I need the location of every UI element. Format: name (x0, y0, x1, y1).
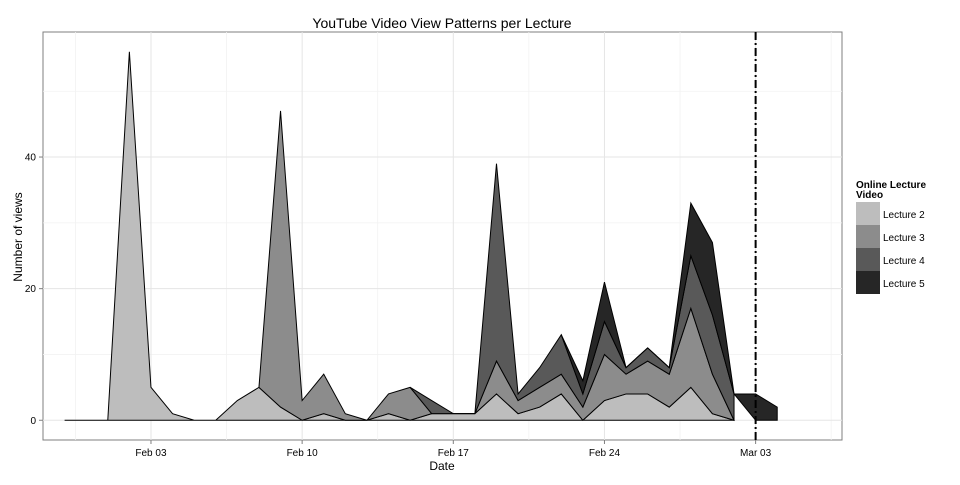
legend-label: Lecture 4 (883, 256, 925, 267)
x-tick-label: Mar 03 (740, 448, 772, 459)
area-series-lecture-5 (560, 201, 778, 421)
legend-label: Lecture 3 (883, 233, 925, 244)
area-series-lecture-4 (409, 163, 735, 421)
legend-swatch (856, 202, 880, 225)
legend-swatch (856, 248, 880, 271)
x-tick-label: Feb 17 (438, 448, 470, 459)
y-tick-label: 40 (25, 153, 37, 164)
y-tick-label: 0 (30, 416, 36, 427)
legend-label: Lecture 5 (883, 279, 925, 290)
chart-title: YouTube Video View Patterns per Lecture (312, 15, 571, 31)
legend-title: Online Lecture (856, 180, 926, 191)
legend-label: Lecture 2 (883, 210, 925, 221)
y-axis-label: Number of views (11, 192, 25, 281)
x-tick-label: Feb 10 (287, 448, 319, 459)
legend-swatch (856, 271, 880, 294)
legend-title: Video (856, 190, 883, 201)
x-axis-label: Date (429, 459, 455, 473)
legend-swatch (856, 225, 880, 248)
x-tick-label: Feb 03 (135, 448, 167, 459)
plot-area: Feb 03 Feb 10 Feb 17 Feb 24 Mar 03 0 20 40 (25, 31, 843, 459)
y-tick-label: 20 (25, 284, 37, 295)
x-tick-label: Feb 24 (589, 448, 621, 459)
